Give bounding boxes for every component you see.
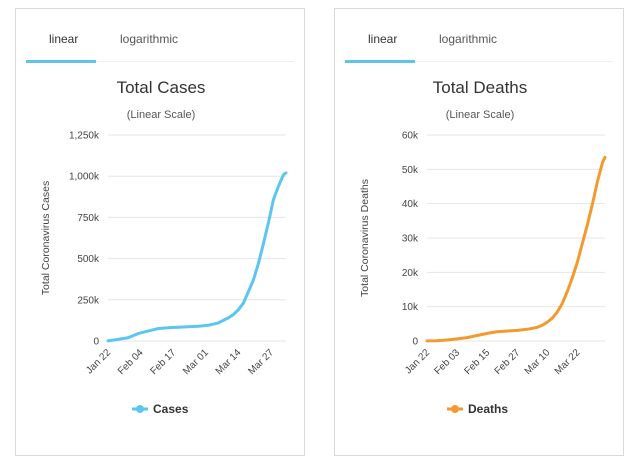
x-tick-label: Mar 22 (553, 347, 583, 377)
legend-label: Cases (153, 402, 189, 416)
y-tick-label: 20k (402, 268, 419, 279)
y-tick-label: 1,000k (69, 172, 100, 183)
tab-logarithmic[interactable]: logarithmic (439, 32, 498, 46)
y-tick-label: 60k (402, 131, 419, 142)
y-axis-label: Total Coronavirus Cases (40, 181, 52, 295)
legend-marker (451, 405, 459, 413)
chart-title: Total Cases (117, 78, 206, 97)
x-tick-label: Feb 17 (149, 347, 179, 377)
tab-linear[interactable]: linear (368, 32, 398, 46)
x-tick-label: Feb 27 (493, 347, 523, 377)
cases-chart: Total Cases (Linear Scale) 0 250k 500k 750k 1,… (40, 78, 288, 416)
legend-label: Deaths (468, 402, 508, 416)
y-tick-label: 0 (93, 337, 99, 348)
deaths-chart: Total Deaths (Linear Scale) 0 10k 20k 30k 40k 5… (359, 78, 607, 416)
y-tick-label: 250k (77, 295, 100, 306)
deaths-chart-panel: linear logarithmic Total Deaths (Linear S… (334, 8, 624, 456)
y-tick-label: 10k (402, 302, 419, 313)
x-tick-label: Feb 15 (462, 347, 492, 377)
x-tick-label: Jan 22 (403, 347, 432, 376)
tab-linear[interactable]: linear (49, 32, 79, 46)
cases-chart-panel: linear logarithmic Total Cases (Linear Sc… (15, 8, 305, 456)
y-tick-label: 1,250k (69, 131, 100, 142)
chart-subtitle: (Linear Scale) (446, 109, 514, 121)
chart-title: Total Deaths (433, 78, 528, 97)
y-tick-label: 50k (402, 165, 419, 176)
scale-tabs: linear logarithmic (345, 9, 613, 63)
x-tick-label: Mar 14 (214, 347, 244, 377)
legend-marker (136, 405, 144, 413)
x-tick-label: Mar 10 (523, 347, 553, 377)
active-tab-indicator (26, 60, 96, 63)
x-tick-label: Mar 01 (181, 347, 211, 377)
series-line (106, 171, 288, 343)
y-tick-label: 0 (412, 337, 418, 348)
tab-logarithmic[interactable]: logarithmic (120, 32, 179, 46)
y-tick-label: 40k (402, 199, 419, 210)
y-tick-label: 30k (402, 234, 419, 245)
scale-tabs: linear logarithmic (26, 9, 294, 63)
x-tick-label: Mar 27 (246, 347, 276, 377)
y-tick-label: 500k (77, 254, 100, 265)
series-line (425, 155, 607, 343)
y-axis-label: Total Coronavirus Deaths (359, 179, 371, 297)
x-tick-label: Feb 04 (116, 347, 146, 377)
y-tick-label: 750k (77, 213, 100, 224)
x-tick-label: Jan 22 (84, 347, 113, 376)
active-tab-indicator (345, 60, 415, 63)
chart-subtitle: (Linear Scale) (127, 109, 195, 121)
x-tick-label: Feb 03 (432, 347, 462, 377)
